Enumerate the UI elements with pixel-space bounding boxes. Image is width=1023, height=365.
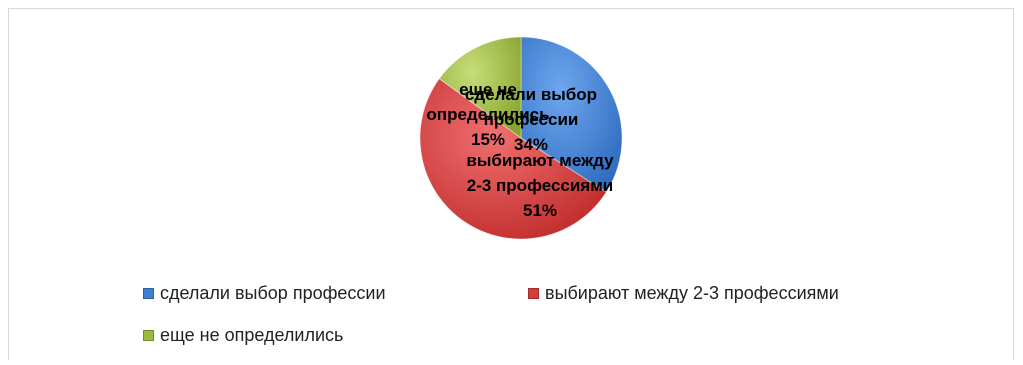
legend-item-3: еще не определились — [143, 325, 343, 346]
data-label-1: сделали выбор профессии 34% — [465, 85, 597, 154]
pie-slice-2 — [419, 78, 607, 240]
legend-swatch-3 — [143, 330, 154, 341]
data-label-3: еще не определились 15% — [426, 80, 549, 149]
legend-swatch-1 — [143, 288, 154, 299]
legend-swatch-2 — [528, 288, 539, 299]
legend-label-1: сделали выбор профессии — [160, 283, 386, 303]
legend-item-2: выбирают между 2-3 профессиями — [528, 283, 839, 304]
data-label-2: выбирают между 2-3 профессиями 51% — [466, 151, 614, 220]
legend-label-3: еще не определились — [160, 325, 344, 345]
pie-slice-3 — [438, 36, 522, 139]
legend-label-2: выбирают между 2-3 профессиями — [545, 283, 839, 303]
pie-slice-1 — [520, 36, 623, 193]
legend-item-1: сделали выбор профессии — [143, 283, 386, 304]
chart-frame — [8, 8, 1014, 360]
